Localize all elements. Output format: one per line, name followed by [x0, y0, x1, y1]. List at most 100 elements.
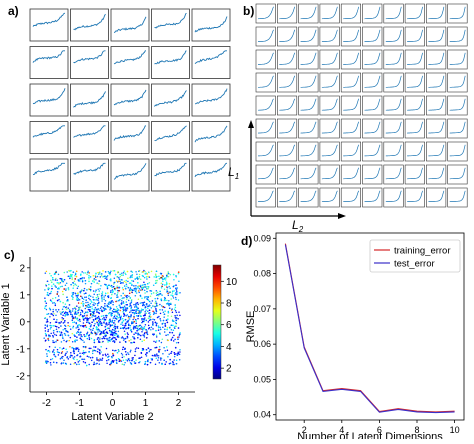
scatter-point	[150, 357, 153, 360]
scatter-point	[176, 293, 178, 296]
scatter-point	[154, 347, 156, 349]
scatter-point	[101, 337, 103, 340]
scatter-point	[121, 348, 124, 351]
scatter-point	[104, 294, 107, 297]
scatter-point	[104, 353, 107, 356]
scatter-point	[92, 314, 94, 317]
scatter-point	[130, 306, 133, 308]
scatter-point	[109, 340, 111, 342]
scatter-point	[173, 355, 176, 358]
scatter-point	[88, 350, 90, 353]
scatter-point	[44, 340, 47, 342]
scatter-point	[170, 315, 173, 317]
scatter-point	[44, 324, 47, 326]
panel-b-subplot	[383, 26, 404, 47]
scatter-point	[176, 336, 179, 338]
scatter-point	[96, 350, 99, 353]
scatter-point	[155, 309, 157, 311]
panel-b-curve	[407, 6, 423, 20]
scatter-point	[61, 308, 64, 310]
panel-b-curve	[449, 29, 466, 42]
panel-b-subplot	[447, 118, 468, 139]
scatter-point	[101, 324, 103, 326]
scatter-point	[46, 355, 48, 357]
panel-b-subplot	[404, 164, 425, 185]
scatter-point	[77, 302, 80, 304]
scatter-point	[157, 326, 160, 329]
scatter-point	[100, 332, 103, 334]
scatter-point	[140, 352, 143, 355]
scatter-point	[125, 304, 128, 306]
scatter-point	[171, 336, 174, 339]
scatter-point	[163, 277, 166, 280]
scatter-point	[91, 313, 93, 315]
panel-b-curve	[364, 144, 381, 157]
scatter-point	[105, 315, 107, 317]
scatter-point	[52, 278, 54, 281]
scatter-point	[151, 354, 154, 357]
scatter-point	[168, 299, 170, 302]
scatter-point	[130, 322, 133, 325]
scatter-point	[116, 294, 118, 296]
scatter-point	[175, 276, 178, 278]
scatter-point	[100, 274, 103, 277]
scatter-point	[61, 350, 64, 353]
scatter-point	[44, 305, 47, 308]
scatter-point	[145, 329, 148, 331]
panel-b-curve	[321, 144, 338, 157]
scatter-point	[141, 330, 143, 333]
scatter-point	[86, 355, 89, 358]
scatter-point	[119, 316, 122, 319]
scatter-point	[128, 340, 130, 342]
colorbar-tick-label: 10	[226, 277, 238, 288]
scatter-point	[107, 353, 109, 356]
scatter-point	[88, 272, 91, 274]
scatter-point	[179, 333, 181, 336]
scatter-point	[147, 360, 149, 362]
legend-label-training_error: training_error	[394, 246, 451, 257]
panel-b-curve	[407, 52, 423, 65]
scatter-point	[145, 353, 147, 356]
panel-b-subplot	[362, 26, 383, 47]
scatter-point	[77, 280, 80, 282]
scatter-point	[115, 318, 118, 320]
scatter-point	[64, 314, 67, 316]
scatter-point	[175, 341, 178, 344]
scatter-point	[174, 321, 177, 324]
scatter-point	[149, 316, 151, 319]
scatter-point	[81, 297, 84, 299]
scatter-point	[167, 318, 169, 320]
scatter-point	[74, 317, 76, 319]
scatter-point	[147, 286, 150, 288]
scatter-point	[87, 303, 90, 306]
scatter-point	[124, 324, 127, 327]
scatter-point	[99, 287, 101, 290]
scatter-point	[77, 285, 80, 288]
panel-b-curve	[428, 75, 445, 88]
panel-b-curve	[449, 190, 466, 203]
scatter-point	[115, 333, 118, 335]
scatter-point	[148, 312, 150, 314]
scatter-point	[66, 313, 68, 316]
scatter-point	[97, 317, 99, 320]
scatter-point	[67, 334, 69, 337]
scatter-point	[120, 299, 123, 302]
scatter-point	[165, 334, 167, 337]
scatter-point	[149, 314, 151, 316]
scatter-point	[111, 314, 113, 317]
scatter-point	[160, 305, 163, 307]
scatter-point	[70, 311, 72, 314]
scatter-point	[143, 289, 146, 292]
scatter-point	[97, 359, 100, 361]
scatter-point	[127, 277, 129, 279]
scatter-point	[64, 284, 67, 286]
scatter-point	[94, 309, 96, 311]
scatter-point	[108, 272, 111, 275]
scatter-point	[127, 280, 129, 283]
scatter-point	[44, 327, 46, 329]
panel-b-subplot	[426, 26, 447, 47]
scatter-point	[161, 285, 163, 287]
scatter-point	[112, 285, 115, 288]
panel-b-subplot	[383, 49, 404, 70]
scatter-point	[79, 313, 82, 316]
